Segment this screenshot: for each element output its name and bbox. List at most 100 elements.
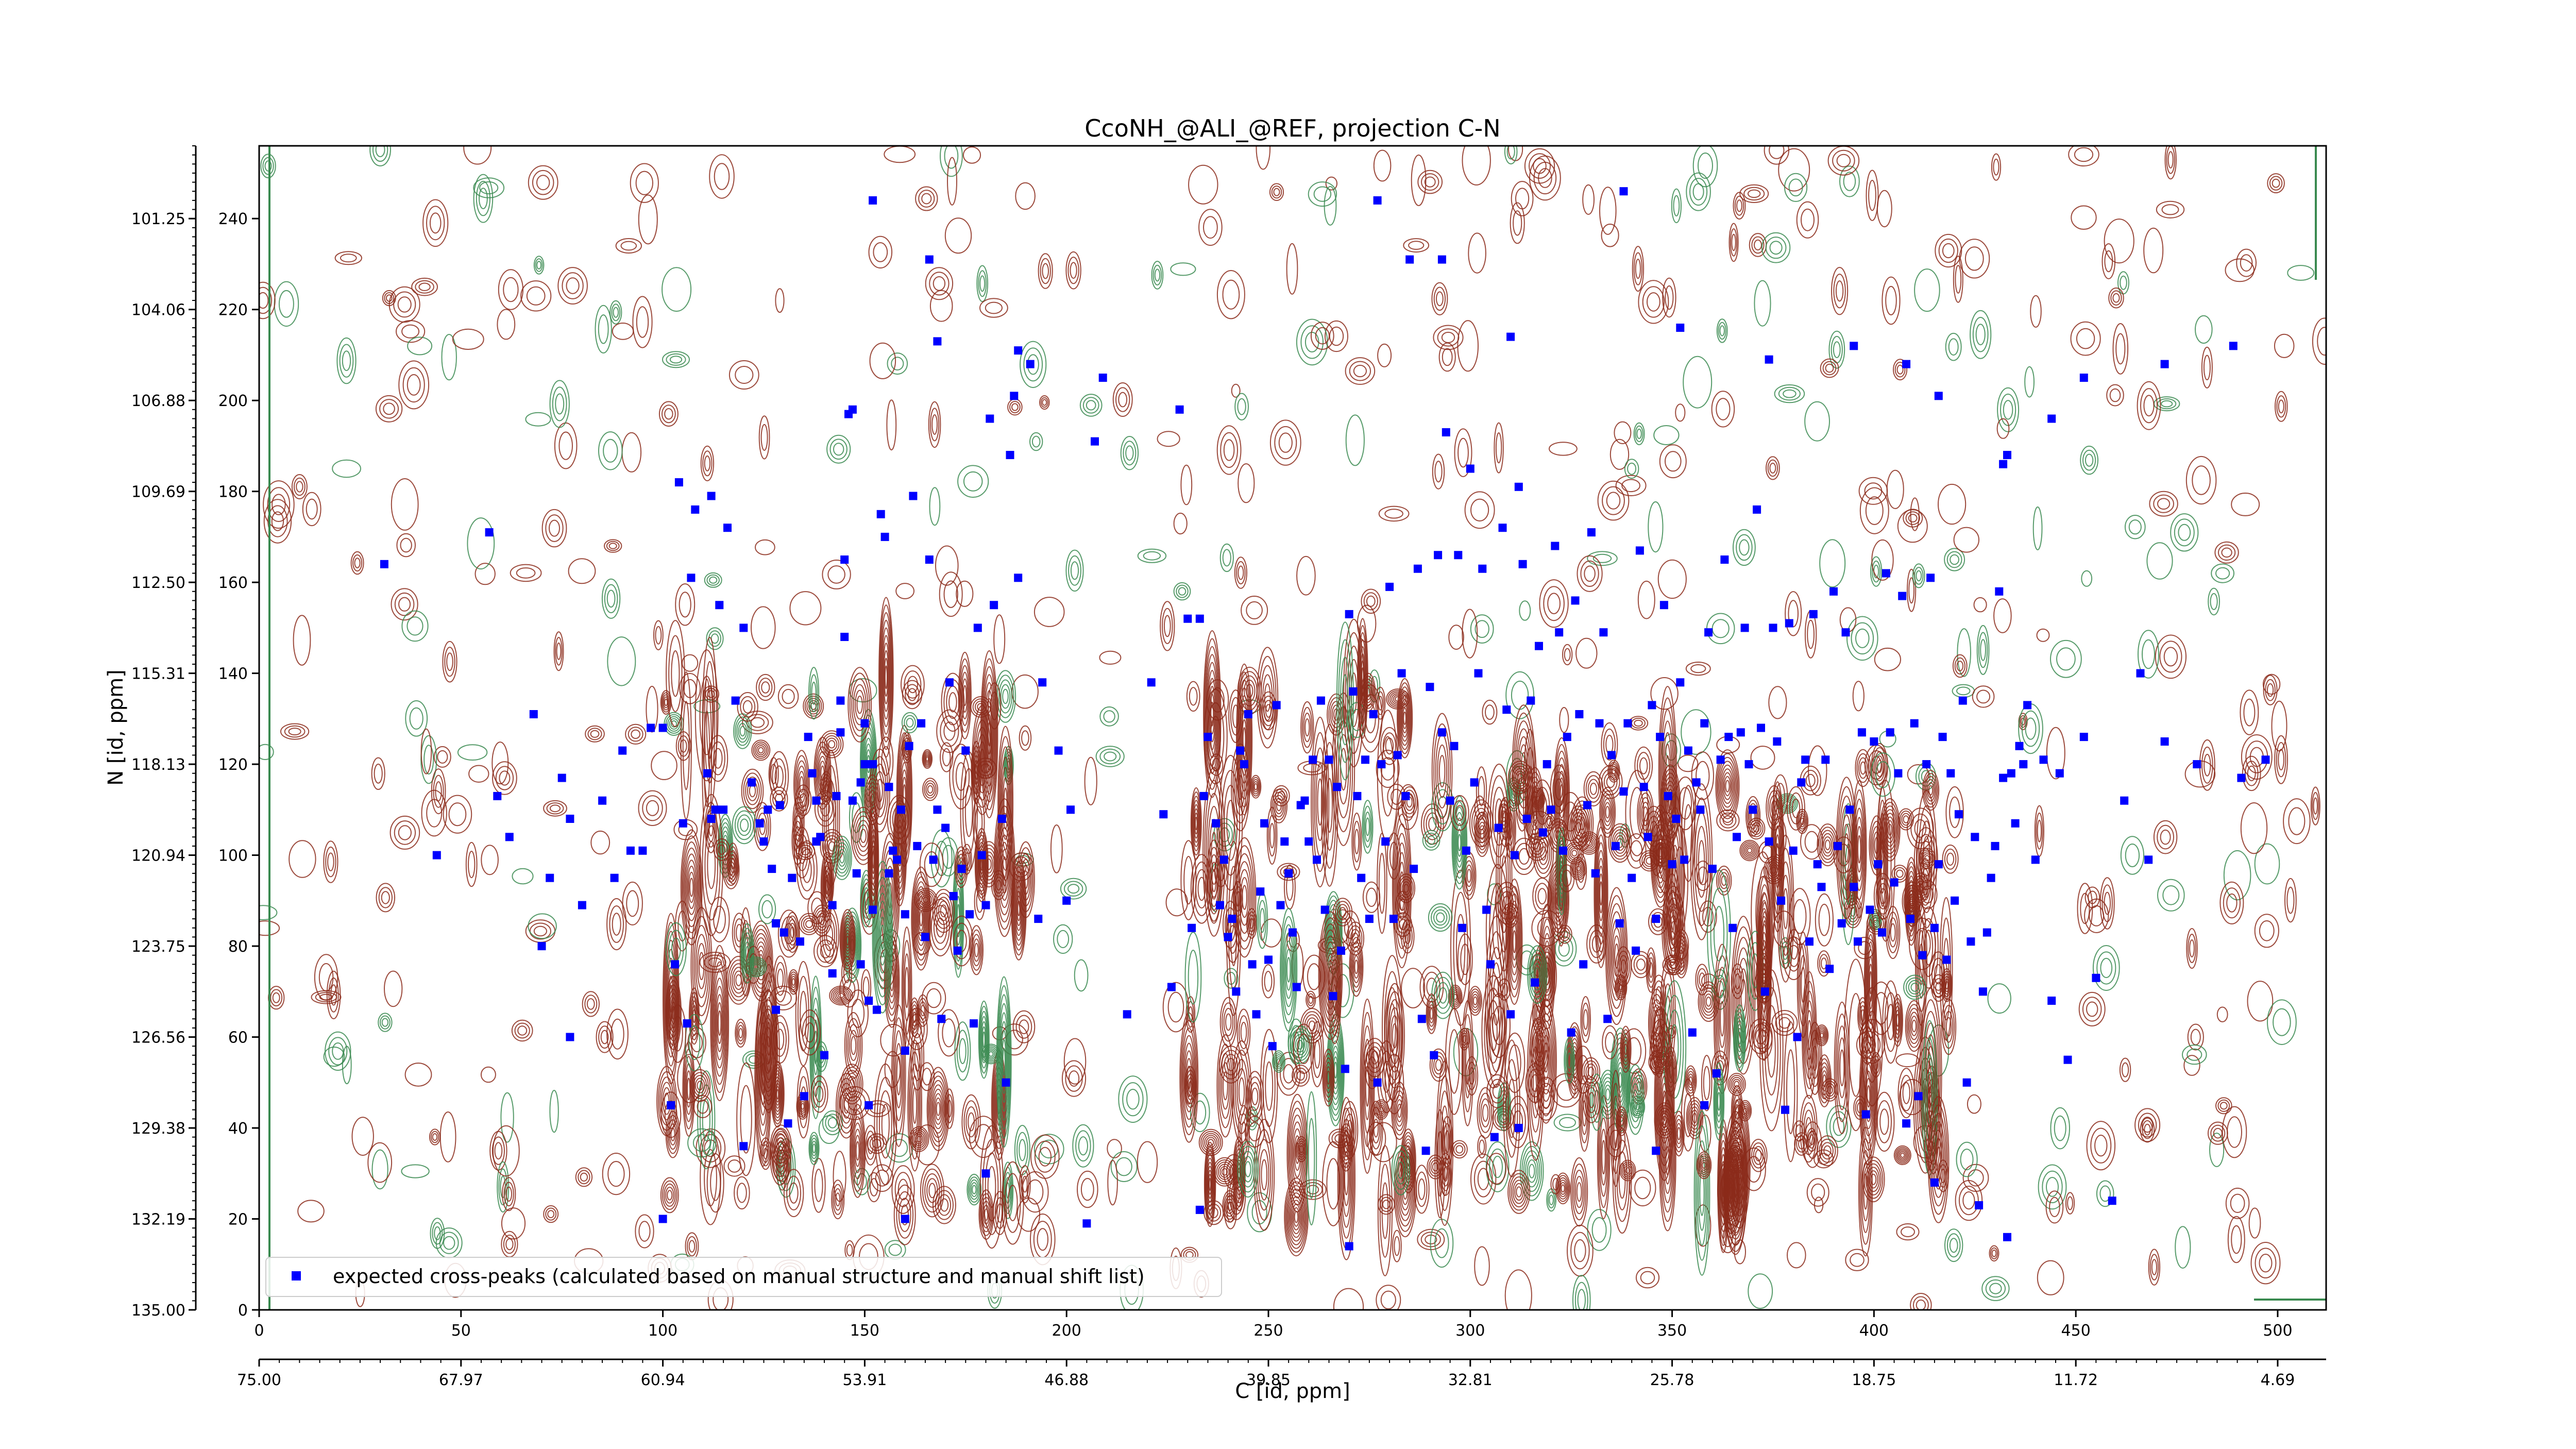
contour-line xyxy=(916,889,936,911)
contour-line xyxy=(964,852,970,866)
contour-line xyxy=(856,695,863,714)
cross-peak-marker xyxy=(537,942,546,951)
contour-line xyxy=(566,277,580,294)
contour-line xyxy=(2120,836,2144,875)
contour-line xyxy=(2128,519,2142,535)
cross-peak-marker xyxy=(1054,746,1063,755)
contour-line xyxy=(1261,964,1275,999)
cross-peak-marker xyxy=(1716,755,1725,764)
cross-peak-marker xyxy=(1413,564,1422,573)
cross-peak-marker xyxy=(1341,1065,1349,1073)
contour-line xyxy=(525,412,551,427)
contour-line xyxy=(1441,331,1455,343)
contour-line xyxy=(924,753,930,765)
legend-marker xyxy=(292,1271,301,1280)
contour-line xyxy=(2082,449,2096,471)
contour-line xyxy=(1908,577,1915,604)
contour-line xyxy=(822,733,842,756)
contour-line xyxy=(638,194,658,245)
contour-line xyxy=(824,918,836,951)
contour-line xyxy=(2272,178,2280,188)
contour-line xyxy=(1765,237,1787,259)
contour-line xyxy=(1698,153,1713,179)
cross-peak-marker xyxy=(1708,865,1717,873)
contour-line xyxy=(869,342,896,379)
cross-peak-marker xyxy=(1906,915,1914,923)
y-index-tick-label: 140 xyxy=(218,665,248,683)
contour-line xyxy=(786,1175,802,1210)
cross-peak-marker xyxy=(788,873,796,882)
y-index-tick-label: 20 xyxy=(228,1211,248,1229)
contour-line xyxy=(1053,924,1073,954)
contour-line xyxy=(961,1094,981,1150)
contour-line xyxy=(590,830,611,855)
contour-line xyxy=(2255,1248,2277,1278)
x-index-tick-label: 250 xyxy=(1253,1322,1283,1340)
cross-peak-marker xyxy=(909,492,918,500)
cross-peak-marker xyxy=(1619,187,1628,196)
contour-line xyxy=(2157,498,2171,510)
contour-line xyxy=(758,415,770,460)
contour-line xyxy=(1315,327,1330,345)
contour-line xyxy=(510,564,542,582)
cross-peak-marker xyxy=(1971,833,1979,841)
contour-line xyxy=(975,831,988,899)
cross-peak-marker xyxy=(1195,1205,1204,1214)
contour-line xyxy=(677,735,689,757)
contour-line xyxy=(493,1125,520,1177)
contour-line xyxy=(332,459,361,478)
contour-line xyxy=(809,1135,819,1162)
contour-line xyxy=(1353,364,1367,378)
contour-line xyxy=(664,1183,676,1207)
contour-line xyxy=(535,258,543,272)
contour-line xyxy=(1515,188,1530,210)
contour-line xyxy=(760,424,768,451)
contour-line xyxy=(2110,290,2122,306)
contour-line xyxy=(1691,751,1715,800)
contour-line xyxy=(700,445,715,481)
cross-peak-marker xyxy=(860,719,869,728)
cross-peak-marker xyxy=(1886,728,1894,737)
contour-line xyxy=(825,867,832,897)
contour-line xyxy=(2140,388,2158,424)
contour-line xyxy=(1912,1296,1929,1310)
contour-line xyxy=(426,206,445,241)
cross-peak-marker xyxy=(1769,624,1777,632)
contour-line xyxy=(853,811,874,861)
contour-line xyxy=(1436,291,1444,307)
contour-line xyxy=(1474,1246,1490,1286)
contour-line xyxy=(2106,384,2124,407)
contour-line xyxy=(467,517,495,570)
cross-peak-marker xyxy=(981,901,990,909)
contour-line xyxy=(775,1083,781,1106)
contour-line xyxy=(1023,870,1028,889)
cross-peak-marker xyxy=(779,928,788,937)
cross-peak-marker xyxy=(667,1101,675,1109)
contour-line xyxy=(1019,1019,1029,1034)
contour-line xyxy=(503,1234,516,1254)
cross-peak-marker xyxy=(1866,905,1874,914)
contour-line xyxy=(2104,218,2134,264)
cross-peak-marker xyxy=(1535,642,1543,650)
contour-line xyxy=(1592,553,1612,563)
contour-line xyxy=(291,474,308,499)
contour-line xyxy=(1504,146,1518,164)
contour-line xyxy=(977,845,986,885)
contour-line xyxy=(1180,464,1193,506)
contour-line xyxy=(374,763,383,784)
contour-line xyxy=(371,1149,388,1190)
cross-peak-marker xyxy=(711,805,720,814)
contour-line xyxy=(549,380,570,428)
contour-line xyxy=(1897,509,1928,543)
cross-peak-marker xyxy=(1692,778,1701,787)
contour-line xyxy=(2250,1242,2281,1285)
contour-line xyxy=(687,1236,697,1257)
cross-peak-marker xyxy=(1219,855,1228,864)
contour-line xyxy=(922,750,932,768)
contour-line xyxy=(929,487,941,526)
contour-line xyxy=(636,306,649,338)
contour-line xyxy=(2081,570,2093,587)
contour-line xyxy=(934,1093,943,1125)
cross-peak-marker xyxy=(1437,255,1446,264)
contour-line xyxy=(944,217,972,254)
